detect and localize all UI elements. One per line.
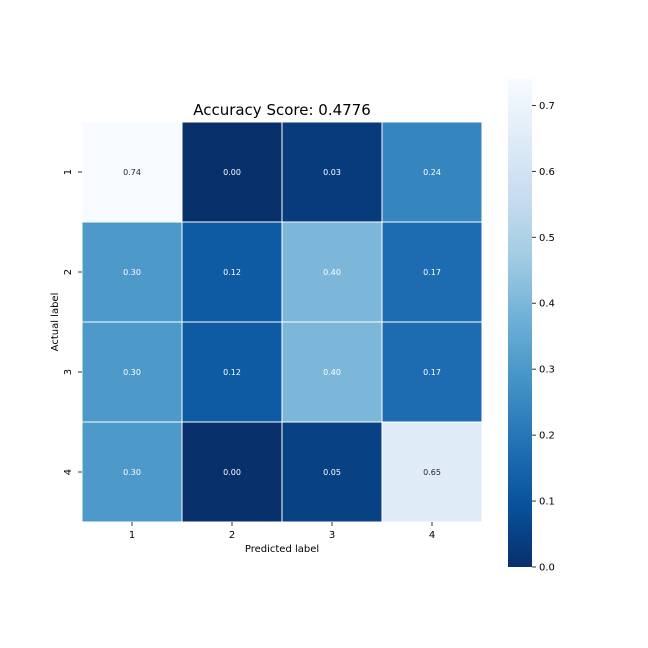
x-tick-label: 1 [129, 530, 135, 541]
colorbar-tick-label: 0.2 [539, 431, 555, 442]
x-tick-label: 3 [329, 530, 335, 541]
colorbar-ticks: 0.0 0.1 0.2 0.3 0.4 0.5 0.6 0.7 [532, 101, 555, 574]
colorbar-tick-label: 0.4 [539, 299, 555, 310]
colorbar-tick-label: 0.0 [539, 563, 555, 574]
cell-value-label-r1-c3: 0.03 [323, 168, 341, 177]
cell-value-label-r1-c4: 0.24 [423, 168, 441, 177]
chart-title: Accuracy Score: 0.4776 [193, 101, 371, 119]
cell-value-label-r1-c2: 0.00 [223, 168, 241, 177]
heatmap-cell-r4-c2 [181, 421, 283, 523]
cell-value-label-r2-c2: 0.12 [223, 268, 241, 277]
y-tick-label: 3 [63, 369, 74, 375]
heatmap-cell-r1-c2 [181, 121, 283, 223]
colorbar-tick-label: 0.6 [539, 167, 555, 178]
heatmap-cell-r4-c3 [281, 421, 383, 523]
y-tick-label: 1 [63, 169, 74, 175]
y-tick-label: 2 [63, 269, 74, 275]
cell-value-label-r3-c2: 0.12 [223, 368, 241, 377]
colorbar-tick-label: 0.5 [539, 233, 555, 244]
cell-value-label-r2-c4: 0.17 [423, 268, 441, 277]
x-tick-label: 2 [229, 530, 235, 541]
colorbar-tick-label: 0.7 [539, 101, 555, 112]
heatmap-cell-r1-c3 [281, 121, 383, 223]
y-tick-label: 4 [63, 469, 74, 475]
x-tick-label: 4 [429, 530, 435, 541]
y-axis-ticks: 1 2 3 4 [63, 169, 82, 475]
cell-value-label-r2-c1: 0.30 [123, 268, 141, 277]
heatmap-cell-r2-c2 [181, 221, 283, 323]
cell-value-label-r3-c3: 0.40 [323, 368, 341, 377]
cell-value-label-r3-c1: 0.30 [123, 368, 141, 377]
cell-value-label-r4-c3: 0.05 [323, 468, 341, 477]
heatmap-cell-r4-c1 [81, 421, 183, 523]
heatmap-cell-r1-c4 [381, 121, 483, 223]
colorbar [508, 79, 532, 567]
heatmap-cell-r2-c1 [81, 221, 183, 323]
cell-value-label-r1-c1: 0.74 [123, 168, 141, 177]
heatmap-cell-r3-c4 [381, 321, 483, 423]
cell-value-label-r4-c4: 0.65 [423, 468, 441, 477]
cell-value-label-r4-c2: 0.00 [223, 468, 241, 477]
y-axis-label: Actual label [50, 293, 61, 352]
x-axis-label: Predicted label [245, 544, 319, 555]
heatmap-cell-r2-c4 [381, 221, 483, 323]
cell-value-label-r3-c4: 0.17 [423, 368, 441, 377]
heatmap-cells: 0.74 0.00 0.03 0.24 0.30 0.12 0.40 0.17 0.30 0.12… [81, 121, 483, 523]
cell-value-label-r2-c3: 0.40 [323, 268, 341, 277]
heatmap-cell-r1-c1 [81, 121, 183, 223]
heatmap-cell-r3-c2 [181, 321, 283, 423]
x-axis-ticks: 1 2 3 4 [129, 522, 435, 541]
colorbar-tick-label: 0.3 [539, 365, 555, 376]
colorbar-tick-label: 0.1 [539, 497, 555, 508]
cell-value-label-r4-c1: 0.30 [123, 468, 141, 477]
heatmap-cell-r4-c4 [381, 421, 483, 523]
